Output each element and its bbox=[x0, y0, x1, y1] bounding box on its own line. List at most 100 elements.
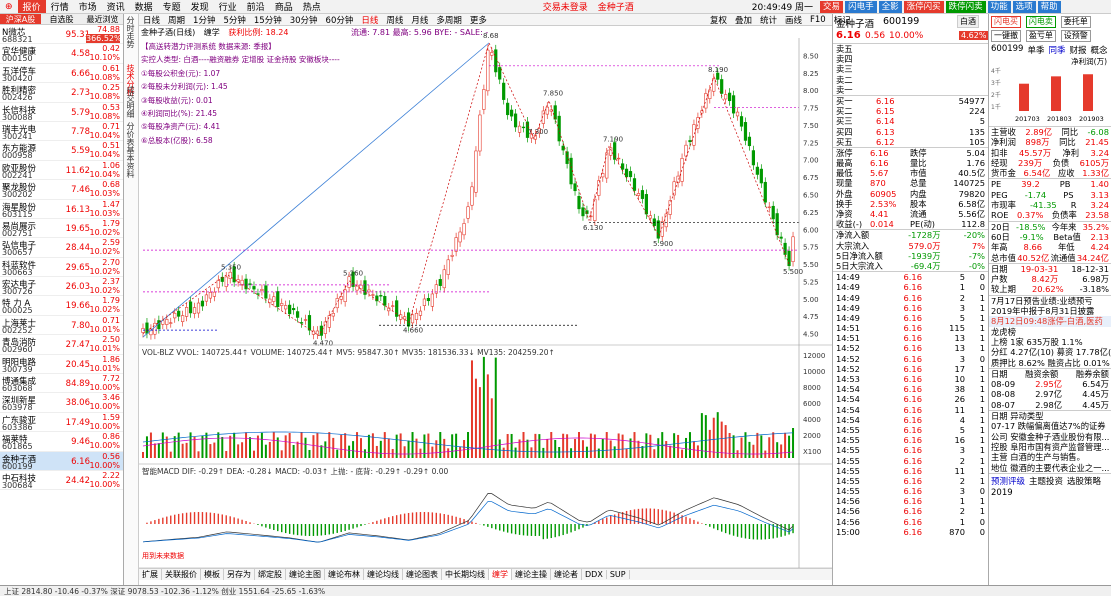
tab-ddx[interactable]: DDX bbox=[582, 570, 607, 579]
tab-watchlist[interactable]: 自选股 bbox=[41, 14, 82, 24]
limit-down-sell-button[interactable]: 跌停闪卖 bbox=[946, 1, 986, 13]
period-tick[interactable]: 周期 bbox=[164, 14, 189, 26]
news-item[interactable]: 分红 4.27亿(10) 募资 17.78亿(4) bbox=[989, 347, 1111, 357]
vtab-timeshare[interactable]: 分时走势 bbox=[125, 16, 136, 48]
login-notice[interactable]: 交易未登录 bbox=[538, 0, 593, 13]
restore-rights-button[interactable]: 复权 bbox=[706, 14, 731, 26]
tab-report[interactable]: 财报 bbox=[1069, 44, 1086, 56]
menu-quote[interactable]: 报价 bbox=[18, 0, 46, 13]
overlay-button[interactable]: 叠加 bbox=[731, 14, 756, 26]
tab-chan-ma[interactable]: 缠论均线 bbox=[364, 569, 403, 580]
tab-shsz-a[interactable]: 沪深A股 bbox=[0, 14, 41, 24]
tab-same-quarter[interactable]: 同季 bbox=[1048, 44, 1065, 56]
vtab-basic-info[interactable]: 基本资料 bbox=[125, 146, 136, 178]
tab-concept[interactable]: 概念 bbox=[1091, 44, 1108, 56]
stats-button[interactable]: 统计 bbox=[756, 14, 781, 26]
f10-button[interactable]: F10 bbox=[806, 15, 830, 25]
tab-chan-chart[interactable]: 缠论图表 bbox=[403, 569, 442, 580]
tab-long-ma[interactable]: 中长期均线 bbox=[442, 569, 489, 580]
menu-frontier[interactable]: 前沿 bbox=[242, 0, 270, 13]
menu-exchange[interactable]: 市场 bbox=[74, 0, 102, 13]
trade-button[interactable]: 交易 bbox=[820, 1, 843, 13]
period-5m[interactable]: 5分钟 bbox=[219, 14, 249, 26]
flash-hand-button[interactable]: 闪电手 bbox=[845, 1, 877, 13]
tab-save-as[interactable]: 另存为 bbox=[224, 569, 255, 580]
tab-chan-boll[interactable]: 缠论布林 bbox=[325, 569, 364, 580]
theme-invest-link[interactable]: 主题投资 bbox=[1029, 475, 1063, 487]
period-1m[interactable]: 1分钟 bbox=[189, 14, 219, 26]
tab-chanxue[interactable]: 缠学 bbox=[489, 569, 512, 580]
tab-recent[interactable]: 最近浏览 bbox=[82, 14, 123, 24]
period-multi[interactable]: 多周期 bbox=[432, 14, 466, 26]
tab-chan-main[interactable]: 缠论主图 bbox=[286, 569, 325, 580]
sector-tag[interactable]: 白酒 bbox=[957, 15, 979, 28]
period-60m[interactable]: 60分钟 bbox=[322, 14, 358, 26]
cancel-all-button[interactable]: 一键撤 bbox=[991, 30, 1021, 42]
period-30m[interactable]: 30分钟 bbox=[286, 14, 322, 26]
menu-discover[interactable]: 发现 bbox=[186, 0, 214, 13]
tab-chan-op[interactable]: 缠论主操 bbox=[512, 569, 551, 580]
vtab-deals[interactable]: 成交明细 bbox=[125, 86, 136, 118]
flash-sell-button[interactable]: 闪电卖 bbox=[1026, 16, 1056, 28]
draw-button[interactable]: 画线 bbox=[781, 14, 806, 26]
menu-market[interactable]: 行情 bbox=[46, 0, 74, 13]
function-button[interactable]: 功能 bbox=[988, 1, 1011, 13]
tab-sup[interactable]: SUP bbox=[607, 570, 630, 579]
period-week[interactable]: 周线 bbox=[382, 14, 407, 26]
news-item[interactable]: 7月17日预告业绩:业绩预亏 bbox=[989, 296, 1111, 306]
pnl-button[interactable]: 盈亏单 bbox=[1026, 30, 1056, 42]
tab-expand[interactable]: 扩展 bbox=[139, 569, 162, 580]
tab-bind[interactable]: 绑定股 bbox=[255, 569, 286, 580]
alert-button[interactable]: 设预警 bbox=[1061, 30, 1091, 42]
help-button[interactable]: 帮助 bbox=[1038, 1, 1061, 13]
menu-topics[interactable]: 专题 bbox=[158, 0, 186, 13]
news-item[interactable]: 2019年中报于8月31日披露 bbox=[989, 306, 1111, 316]
period-month[interactable]: 月线 bbox=[407, 14, 432, 26]
tab-chan-er[interactable]: 缠论者 bbox=[551, 569, 582, 580]
menu-industry[interactable]: 行业 bbox=[214, 0, 242, 13]
full-shadow-button[interactable]: 全影 bbox=[879, 1, 902, 13]
tab-quarter[interactable]: 单季 bbox=[1027, 44, 1044, 56]
news-item[interactable]: 质押比 8.62% 融资占比 0.01% bbox=[989, 358, 1111, 368]
menu-data[interactable]: 数据 bbox=[130, 0, 158, 13]
menu-goods[interactable]: 商品 bbox=[270, 0, 298, 13]
news-item[interactable]: 上榜 1家 635万股 1.1% bbox=[989, 337, 1111, 347]
vtab-price-table[interactable]: 分价表 bbox=[125, 122, 136, 146]
menu-news[interactable]: 资讯 bbox=[102, 0, 130, 13]
flash-buy-button[interactable]: 闪电买 bbox=[991, 16, 1021, 28]
period-day[interactable]: 日线 bbox=[357, 14, 382, 26]
tab-template[interactable]: 模板 bbox=[201, 569, 224, 580]
menu-hot[interactable]: 热点 bbox=[298, 0, 326, 13]
tab-related[interactable]: 关联报价 bbox=[162, 569, 201, 580]
period-more[interactable]: 更多 bbox=[466, 14, 491, 26]
options-button[interactable]: 选项 bbox=[1013, 1, 1036, 13]
order-button[interactable]: 委托单 bbox=[1061, 16, 1091, 28]
limit-up-buy-button[interactable]: 涨停闪买 bbox=[904, 1, 944, 13]
stock-strategy-link[interactable]: 选股策略 bbox=[1067, 475, 1101, 487]
news-item[interactable]: 龙虎榜 bbox=[989, 327, 1111, 337]
